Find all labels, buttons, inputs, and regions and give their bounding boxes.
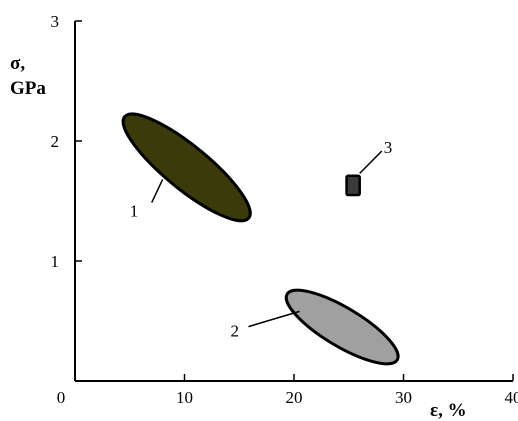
region-3-label: 3 [384, 138, 393, 157]
labels-layer: σ, GPa ε, % [10, 53, 467, 421]
region-1-shape [121, 112, 252, 223]
y-tick-label: 3 [51, 12, 60, 31]
x-tick-label: 0 [57, 388, 66, 407]
x-tick-label: 30 [395, 388, 412, 407]
x-tick-label: 20 [286, 388, 303, 407]
region-2-leader [248, 310, 300, 328]
x-tick-label: 40 [505, 388, 518, 407]
y-tick-label: 1 [51, 252, 60, 271]
regions-layer: 1 2 3 [121, 112, 400, 366]
x-axis-title: ε, % [430, 400, 467, 421]
x-tick-label: 10 [176, 388, 193, 407]
region-1-leader [151, 179, 164, 203]
ticks-layer: 0 10 20 30 40 1 2 3 [51, 12, 518, 407]
region-3-shape [345, 174, 361, 197]
axes-layer [74, 21, 513, 382]
region-1-label: 1 [130, 202, 139, 221]
y-axis-title-line2: GPa [10, 78, 46, 99]
region-2-label: 2 [230, 322, 239, 341]
y-axis-title-line1: σ, [10, 53, 25, 74]
region-2-shape [284, 288, 400, 366]
y-tick-label: 2 [51, 132, 60, 151]
region-3-leader [359, 150, 383, 174]
